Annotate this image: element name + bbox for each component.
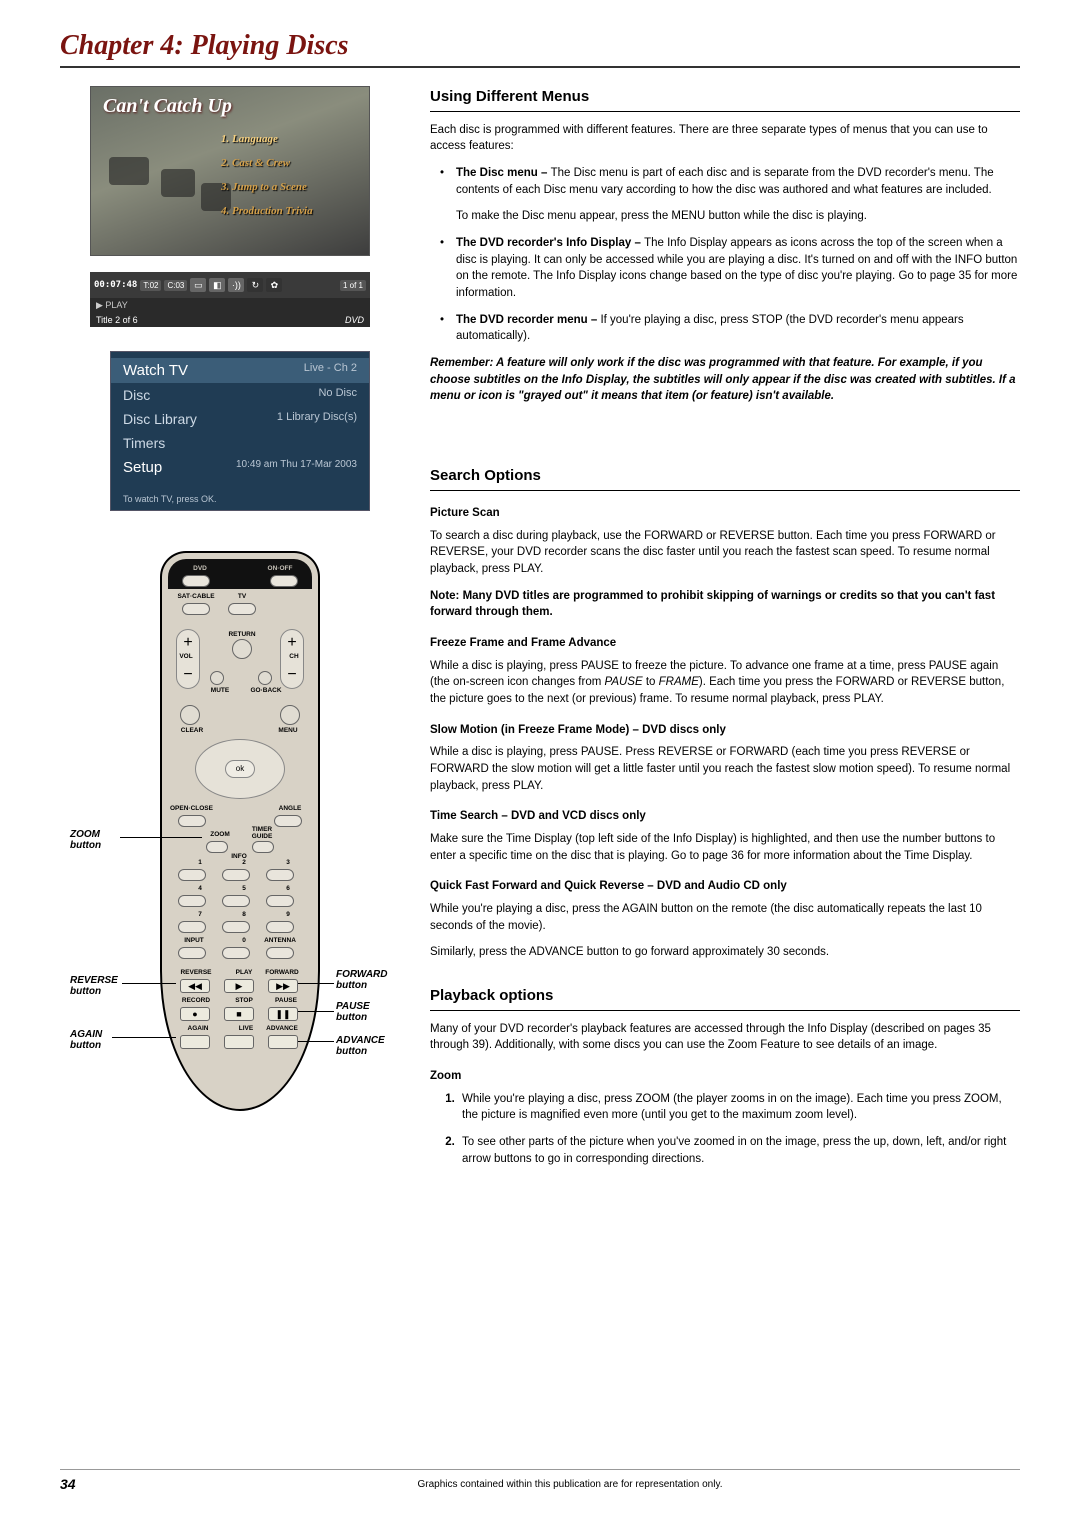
antenna-button: [266, 947, 294, 959]
zoom-button: [206, 841, 228, 853]
title-chip: T:02: [140, 280, 161, 291]
recorder-menu-row: Watch TV Live - Ch 2: [111, 358, 369, 383]
recorder-menu-row: Setup 10:49 am Thu 17-Mar 2003: [111, 455, 369, 480]
goback-button: [258, 671, 272, 685]
page-footer: 34 Graphics contained within this public…: [60, 1469, 1020, 1492]
advance-button: [268, 1035, 298, 1049]
search-h-quick: Quick Fast Forward and Quick Reverse – D…: [430, 878, 1020, 895]
callout-pause: PAUSE button: [336, 1001, 370, 1023]
section-title-search: Search Options: [430, 465, 1020, 491]
return-button: [232, 639, 252, 659]
search-note: Note: Many DVD titles are programmed to …: [430, 588, 1020, 621]
tv-button: [228, 603, 256, 615]
search-p-freeze: While a disc is playing, press PAUSE to …: [430, 658, 1020, 708]
section-title-playback: Playback options: [430, 985, 1020, 1011]
menus-remember: Remember: A feature will only work if th…: [430, 355, 1020, 405]
again-button: [180, 1035, 210, 1049]
num-6: [266, 895, 294, 907]
footer-note: Graphics contained within this publicati…: [120, 1479, 1020, 1490]
record-button: ●: [180, 1007, 210, 1021]
dpad: ok: [195, 739, 285, 799]
live-button: [224, 1035, 254, 1049]
brand-label: DVD: [345, 315, 364, 325]
playback-li: While you're playing a disc, press ZOOM …: [458, 1091, 1020, 1124]
title-text: Title 2 of 6: [96, 315, 138, 325]
recorder-menu-row: Timers: [111, 431, 369, 455]
recorder-menu-screenshot: Watch TV Live - Ch 2 Disc No Disc Disc L…: [110, 351, 370, 511]
recorder-menu-hint: To watch TV, press OK.: [123, 494, 217, 504]
remote-illustration: DVD ON·OFF SAT·CABLE TV +− VOL +− CH RET…: [60, 551, 400, 1181]
mute-button: [210, 671, 224, 685]
callout-advance: ADVANCE button: [336, 1035, 385, 1057]
search-h-freeze: Freeze Frame and Frame Advance: [430, 635, 1020, 652]
clear-button: [180, 705, 200, 725]
bookmark-icon: ✿: [266, 278, 282, 292]
disc-menu-item: 1. Language: [221, 127, 361, 151]
num-5: [222, 895, 250, 907]
page-number: 34: [60, 1476, 120, 1492]
search-h-picture: Picture Scan: [430, 505, 1020, 522]
callout-forward: FORWARD button: [336, 969, 387, 991]
reverse-button: ◀◀: [180, 979, 210, 993]
search-p-quick1: While you're playing a disc, press the A…: [430, 901, 1020, 934]
onoff-button: [270, 575, 298, 587]
playback-li: To see other parts of the picture when y…: [458, 1134, 1020, 1167]
timecode: 00:07:48: [94, 280, 137, 290]
recorder-menu-row: Disc No Disc: [111, 383, 369, 407]
search-h-time: Time Search – DVD and VCD discs only: [430, 808, 1020, 825]
page-counter: 1 of 1: [340, 280, 366, 291]
forward-button: ▶▶: [268, 979, 298, 993]
disc-menu-item: 3. Jump to a Scene: [221, 175, 361, 199]
menus-bullet: The DVD recorder's Info Display – The In…: [446, 235, 1020, 302]
recorder-menu-row: Disc Library 1 Library Disc(s): [111, 407, 369, 431]
sound-icon: ·)): [228, 278, 244, 292]
menus-bullet: The DVD recorder menu – If you're playin…: [446, 312, 1020, 345]
play-label: ▶ PLAY: [96, 300, 128, 311]
satcable-button: [182, 603, 210, 615]
disc-menu-title: Can't Catch Up: [91, 87, 369, 126]
disc-menu-item: 2. Cast & Crew: [221, 151, 361, 175]
disc-menu-screenshot: Can't Catch Up 1. Language 2. Cast & Cre…: [90, 86, 370, 256]
menus-bullet: The Disc menu – The Disc menu is part of…: [446, 165, 1020, 225]
menus-intro: Each disc is programmed with different f…: [430, 122, 1020, 155]
menu-button: [280, 705, 300, 725]
playback-h-zoom: Zoom: [430, 1068, 1020, 1085]
input-button: [178, 947, 206, 959]
subtitle-icon: ◧: [209, 278, 225, 292]
repeat-icon: ↻: [247, 278, 263, 292]
callout-zoom: ZOOM button: [70, 829, 101, 851]
chapter-chip: C:03: [164, 280, 187, 291]
openclose-button: [178, 815, 206, 827]
num-1: [178, 869, 206, 881]
angle-button: [274, 815, 302, 827]
num-7: [178, 921, 206, 933]
ok-button: ok: [225, 760, 255, 778]
dvd-button: [182, 575, 210, 587]
search-p-time: Make sure the Time Display (top left sid…: [430, 831, 1020, 864]
disc-menu-item: 4. Production Trivia: [221, 199, 361, 223]
chapter-title: Chapter 4: Playing Discs: [60, 30, 1020, 68]
num-9: [266, 921, 294, 933]
num-3: [266, 869, 294, 881]
callout-reverse: REVERSE button: [70, 975, 118, 997]
stop-button: ■: [224, 1007, 254, 1021]
num-0: [222, 947, 250, 959]
search-p-quick2: Similarly, press the ADVANCE button to g…: [430, 944, 1020, 961]
audio-icon: ▭: [190, 278, 206, 292]
info-display-screenshot: 00:07:48 T:02 C:03 ▭ ◧ ·)) ↻ ✿ 1 of 1 ▶ …: [90, 272, 370, 327]
num-4: [178, 895, 206, 907]
callout-again: AGAIN button: [70, 1029, 102, 1051]
timerguide-button: [252, 841, 274, 853]
pause-button: ❚❚: [268, 1007, 298, 1021]
num-8: [222, 921, 250, 933]
play-button: ▶: [224, 979, 254, 993]
num-2: [222, 869, 250, 881]
search-p-slow: While a disc is playing, press PAUSE. Pr…: [430, 744, 1020, 794]
playback-intro: Many of your DVD recorder's playback fea…: [430, 1021, 1020, 1054]
search-h-slow: Slow Motion (in Freeze Frame Mode) – DVD…: [430, 722, 1020, 739]
section-title-menus: Using Different Menus: [430, 86, 1020, 112]
search-p-picture: To search a disc during playback, use th…: [430, 528, 1020, 578]
